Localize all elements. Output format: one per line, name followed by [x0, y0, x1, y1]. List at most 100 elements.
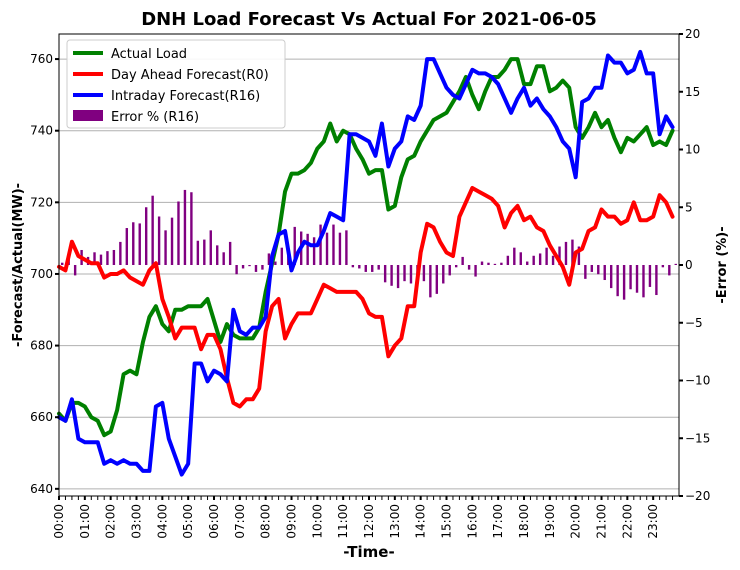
error-bar: [603, 265, 606, 281]
error-bar: [209, 230, 212, 265]
error-bar: [351, 265, 355, 268]
error-bar: [474, 265, 477, 277]
y-tick-label: 660: [30, 410, 53, 424]
error-bar: [144, 207, 148, 265]
y-tick-label: 760: [30, 52, 53, 66]
error-bar: [377, 265, 380, 270]
series-line: [57, 186, 675, 409]
y-axis-label: -Forecast/Actual(MW)-: [11, 183, 26, 347]
error-bar: [73, 265, 77, 276]
x-tick-label: 21:00: [595, 504, 609, 539]
legend-swatch: [73, 110, 103, 121]
error-bar: [261, 265, 264, 270]
x-tick-label: 14:00: [414, 504, 428, 539]
error-bar: [267, 253, 271, 265]
error-bar: [558, 246, 561, 265]
series-line: [57, 49, 675, 477]
error-bar: [396, 265, 400, 289]
error-bar: [577, 246, 581, 265]
error-bar: [597, 265, 600, 275]
series-line: [57, 57, 675, 438]
y2-tick-label: 0: [685, 258, 693, 272]
y2-tick-label: −10: [685, 374, 710, 388]
error-bar: [164, 230, 167, 265]
error-bar: [661, 265, 665, 268]
error-bar: [564, 241, 568, 265]
x-tick-label: 11:00: [336, 504, 350, 539]
x-tick-label: 09:00: [285, 504, 299, 539]
error-bar: [338, 232, 342, 265]
error-bar: [448, 265, 451, 276]
error-bar: [306, 233, 309, 265]
error-bar: [551, 255, 555, 265]
x-tick-label: 06:00: [207, 504, 221, 539]
error-bar: [454, 265, 458, 268]
error-bar: [248, 265, 251, 267]
error-bar: [216, 245, 219, 265]
error-bar: [435, 265, 439, 294]
error-bar: [312, 237, 316, 265]
error-bar: [635, 265, 639, 293]
error-bar: [371, 265, 374, 272]
error-bar: [506, 255, 510, 265]
x-axis: 00:00 01:00 02:00 03:00 04:00 05:00 06:00 07:00…: [52, 496, 674, 539]
error-bar: [190, 192, 193, 265]
error-bar: [668, 265, 671, 276]
error-bar: [132, 222, 135, 265]
error-bar: [99, 254, 103, 265]
legend: Actual Load Day Ahead Forecast(R0) Intrada…: [66, 39, 286, 129]
y2-tick-label: −15: [685, 431, 710, 445]
error-bar: [119, 241, 122, 265]
error-bar: [584, 265, 587, 279]
error-bar: [93, 252, 96, 265]
error-bar: [228, 241, 232, 265]
error-bar: [61, 262, 64, 265]
x-tick-label: 20:00: [569, 504, 583, 539]
y-tick-label: 680: [30, 339, 53, 353]
error-bar: [106, 251, 109, 265]
error-bar: [177, 201, 180, 265]
y2-tick-label: 10: [685, 143, 700, 157]
error-bar: [222, 252, 225, 265]
x-tick-label: 07:00: [233, 504, 247, 539]
y2-tick-label: 15: [685, 85, 700, 99]
error-bar: [403, 265, 406, 282]
legend-label: Actual Load: [111, 47, 187, 62]
error-bar: [545, 247, 548, 265]
y2-tick-label: −5: [685, 316, 703, 330]
series-lines: [57, 49, 675, 477]
error-bar: [655, 265, 658, 296]
x-tick-label: 23:00: [646, 504, 660, 539]
y2-tick-label: −20: [685, 489, 710, 503]
y-tick-label: 740: [30, 124, 53, 138]
error-bar: [358, 265, 361, 269]
error-bar: [609, 265, 613, 289]
x-tick-label: 18:00: [517, 504, 531, 539]
x-tick-label: 12:00: [362, 504, 376, 539]
error-bar: [500, 262, 503, 265]
error-bar: [461, 256, 464, 265]
error-bar: [332, 224, 335, 265]
y2-axis-label: -Error (%)-: [715, 226, 730, 303]
legend-label: Intraday Forecast(R16): [111, 89, 260, 104]
error-bar: [442, 265, 445, 284]
error-bar: [125, 228, 129, 265]
error-bar: [674, 263, 677, 265]
error-bar: [629, 265, 632, 290]
error-bar: [112, 249, 116, 265]
x-tick-label: 02:00: [104, 504, 118, 539]
error-bar: [274, 261, 277, 265]
error-bar: [203, 239, 206, 265]
x-tick-label: 17:00: [491, 504, 505, 539]
error-bar: [538, 253, 542, 265]
y-tick-label: 700: [30, 267, 53, 281]
error-bar: [467, 265, 471, 270]
x-tick-label: 13:00: [388, 504, 402, 539]
chart-title: DNH Load Forecast Vs Actual For 2021-06-…: [141, 9, 597, 30]
error-bar: [493, 263, 497, 265]
x-axis-label: -Time-: [343, 543, 394, 561]
error-bar: [429, 265, 432, 298]
error-bar: [254, 265, 258, 272]
error-bar: [622, 265, 626, 300]
error-bar: [293, 226, 296, 265]
